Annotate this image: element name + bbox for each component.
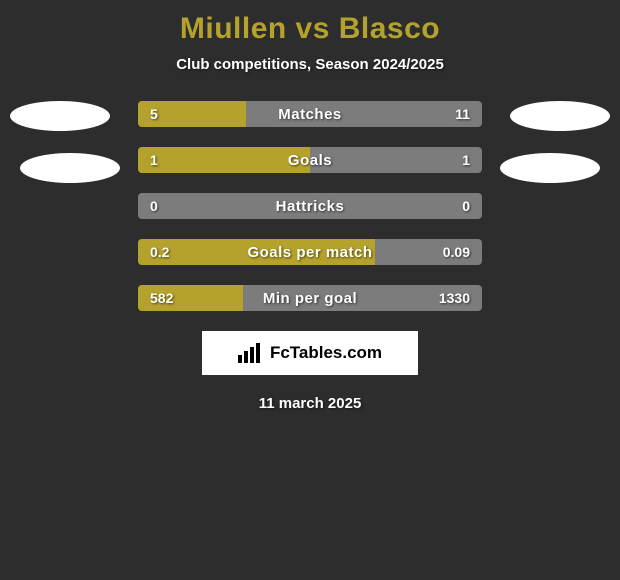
content-area: 5Matches11 1Goals1 0Hattricks0 0.2Goals per…	[0, 101, 620, 412]
stat-value-right: 1330	[439, 285, 470, 311]
brand-badge: FcTables.com	[202, 331, 418, 375]
stat-value-right: 0	[462, 193, 470, 219]
stat-value-right: 1	[462, 147, 470, 173]
player-avatar-left-2	[20, 153, 120, 183]
stat-value-right: 11	[455, 101, 470, 127]
stat-value-right: 0.09	[443, 239, 470, 265]
brand-text: FcTables.com	[270, 343, 382, 363]
stat-row: 582Min per goal1330	[138, 285, 482, 311]
stat-row: 0Hattricks0	[138, 193, 482, 219]
stat-label: Hattricks	[138, 193, 482, 219]
stat-label: Min per goal	[138, 285, 482, 311]
page-subtitle: Club competitions, Season 2024/2025	[0, 56, 620, 73]
stat-bars: 5Matches11 1Goals1 0Hattricks0 0.2Goals per…	[138, 101, 482, 311]
player-avatar-left-1	[10, 101, 110, 131]
player-avatar-right-2	[500, 153, 600, 183]
stat-label: Matches	[138, 101, 482, 127]
stat-row: 0.2Goals per match0.09	[138, 239, 482, 265]
page-title: Miullen vs Blasco	[0, 0, 620, 46]
stat-label: Goals	[138, 147, 482, 173]
stat-row: 1Goals1	[138, 147, 482, 173]
comparison-infographic: Miullen vs Blasco Club competitions, Sea…	[0, 0, 620, 580]
player-avatar-right-1	[510, 101, 610, 131]
stat-label: Goals per match	[138, 239, 482, 265]
brand-chart-icon	[238, 343, 264, 363]
footer-date: 11 march 2025	[0, 395, 620, 412]
stat-row: 5Matches11	[138, 101, 482, 127]
